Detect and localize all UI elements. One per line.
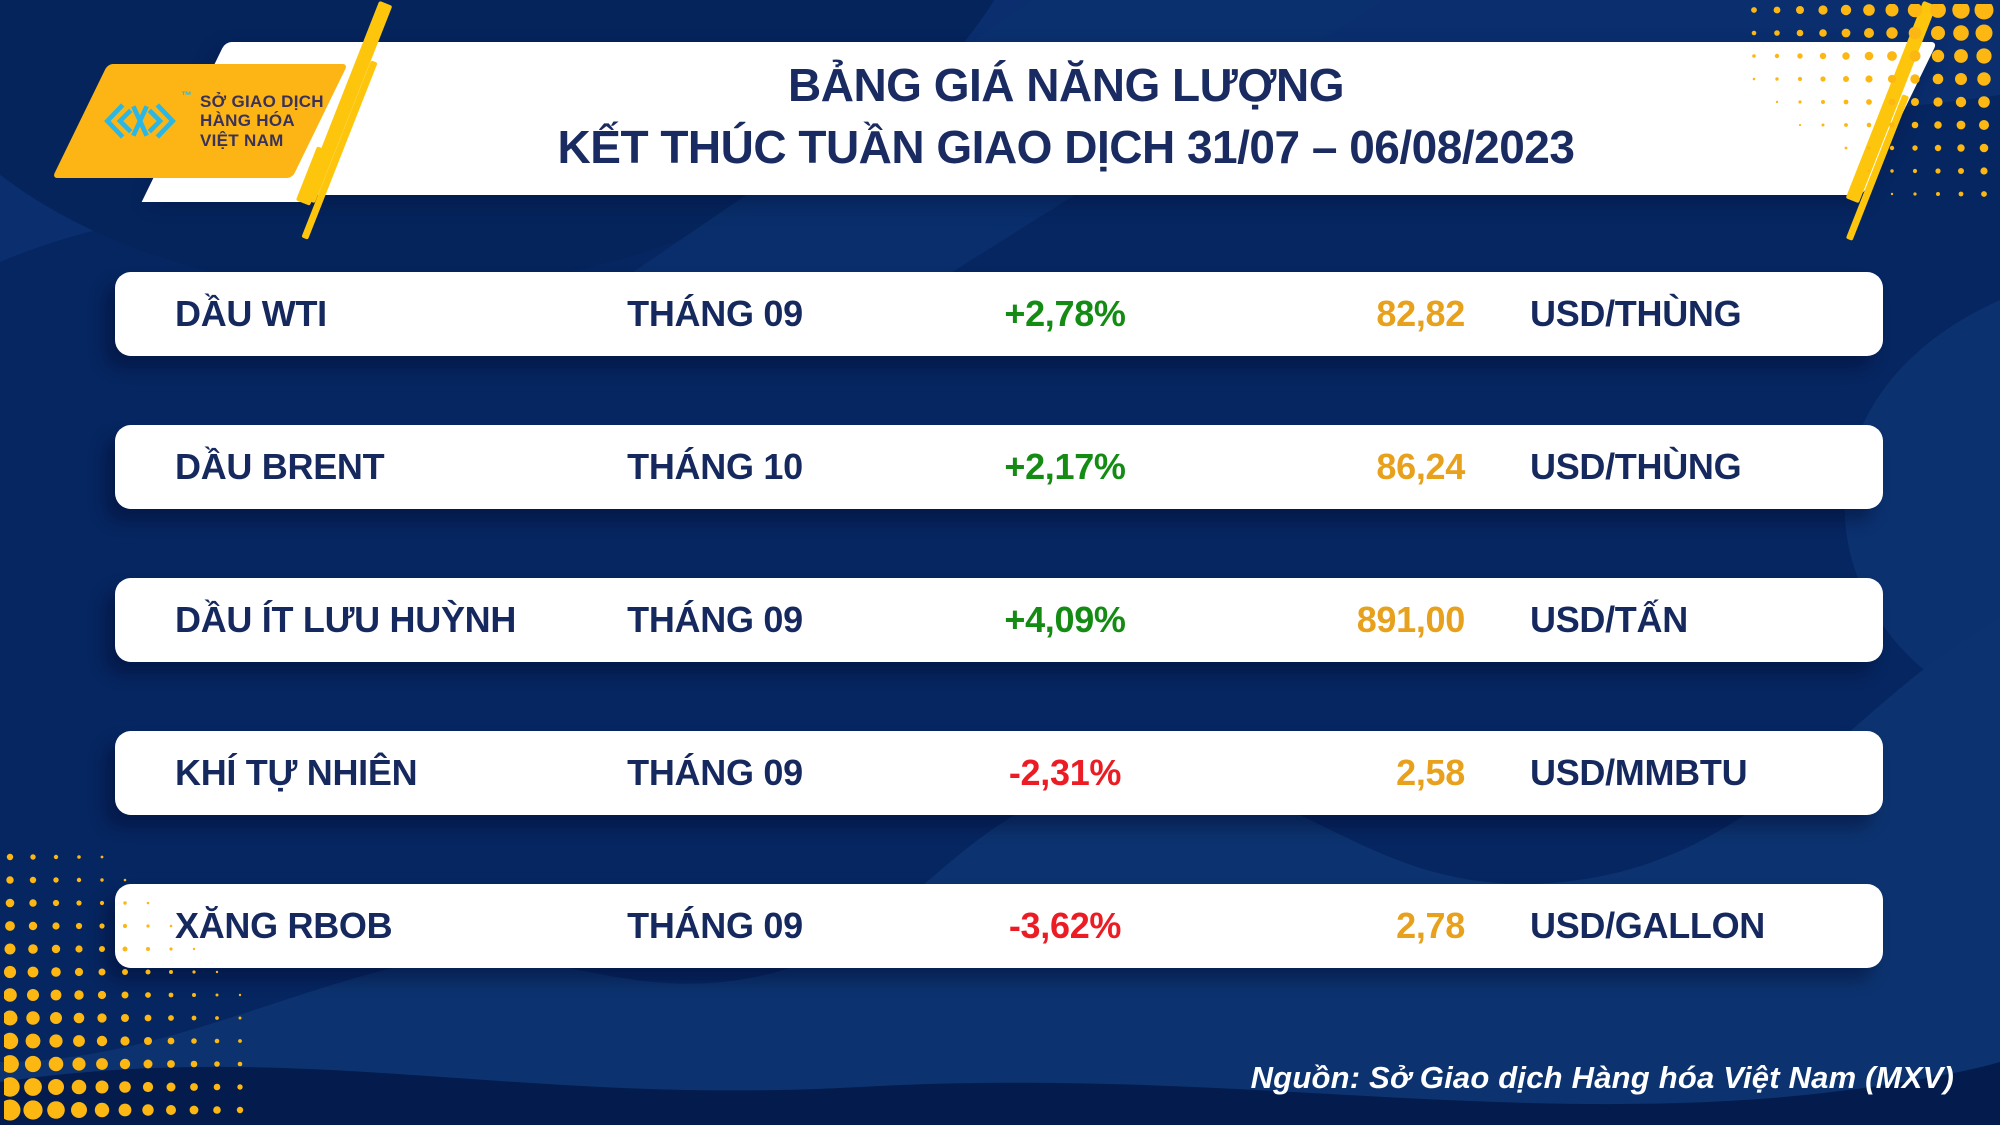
- halftone-dots-bottom-left: [4, 853, 244, 1121]
- price-unit: USD/TẤN: [1530, 599, 1688, 640]
- commodity-name: KHÍ TỰ NHIÊN: [175, 752, 418, 793]
- price-unit: USD/MMBTU: [1530, 752, 1748, 793]
- mxv-chevron-icon: [104, 103, 176, 139]
- price-row-natural-gas: KHÍ TỰ NHIÊN THÁNG 09 -2,31% 2,58 USD/MM…: [115, 731, 1883, 815]
- commodity-name: DẦU WTI: [175, 293, 327, 334]
- contract-month: THÁNG 09: [627, 293, 803, 334]
- contract-month: THÁNG 09: [627, 905, 803, 946]
- weekly-change: -3,62%: [1008, 905, 1122, 946]
- price-value: 86,24: [1376, 446, 1465, 487]
- trademark-symbol: ™: [181, 90, 192, 102]
- price-value: 891,00: [1356, 599, 1466, 640]
- logo-org-line3: VIỆT NAM: [200, 130, 284, 150]
- commodity-name: DẦU ÍT LƯU HUỲNH: [175, 599, 517, 640]
- source-credit: Nguồn: Sở Giao dịch Hàng hóa Việt Nam (M…: [1250, 1060, 1954, 1095]
- weekly-change: +4,09%: [1004, 599, 1126, 640]
- commodity-name: DẦU BRENT: [175, 446, 385, 487]
- banner-sliver-decoration: [141, 176, 323, 202]
- logo-org-name: SỞ GIAO DỊCH HÀNG HÓA VIỆT NAM: [200, 92, 324, 150]
- logo-org-line2: HÀNG HÓA: [200, 111, 295, 131]
- commodity-name: XĂNG RBOB: [175, 905, 393, 946]
- price-value: 2,58: [1396, 752, 1465, 793]
- price-unit: USD/GALLON: [1530, 905, 1765, 946]
- price-row-brent: DẦU BRENT THÁNG 10 +2,17% 86,24 USD/THÙN…: [115, 425, 1883, 509]
- weekly-change: +2,17%: [1004, 446, 1126, 487]
- weekly-change: -2,31%: [1008, 752, 1122, 793]
- price-row-low-sulphur: DẦU ÍT LƯU HUỲNH THÁNG 09 +4,09% 891,00 …: [115, 578, 1883, 662]
- mxv-logo: ™ SỞ GIAO DỊCH HÀNG HÓA VIỆT NAM: [100, 88, 330, 154]
- price-row-rbob: XĂNG RBOB THÁNG 09 -3,62% 2,78 USD/GALLO…: [115, 884, 1883, 968]
- contract-month: THÁNG 10: [627, 446, 803, 487]
- price-value: 82,82: [1376, 293, 1465, 334]
- logo-org-line1: SỞ GIAO DỊCH: [200, 91, 324, 111]
- page-title-line1: BẢNG GIÁ NĂNG LƯỢNG: [788, 59, 1345, 111]
- contract-month: THÁNG 09: [627, 752, 803, 793]
- page-title-line2: KẾT THÚC TUẦN GIAO DỊCH 31/07 – 06/08/20…: [557, 121, 1575, 173]
- price-unit: USD/THÙNG: [1530, 446, 1742, 487]
- price-row-wti: DẦU WTI THÁNG 09 +2,78% 82,82 USD/THÙNG: [115, 272, 1883, 356]
- price-unit: USD/THÙNG: [1530, 293, 1742, 334]
- halftone-dots-top-right: [1751, 4, 1994, 197]
- contract-month: THÁNG 09: [627, 599, 803, 640]
- weekly-change: +2,78%: [1004, 293, 1126, 334]
- price-value: 2,78: [1396, 905, 1465, 946]
- page-title: BẢNG GIÁ NĂNG LƯỢNG KẾT THÚC TUẦN GIAO D…: [366, 54, 1766, 178]
